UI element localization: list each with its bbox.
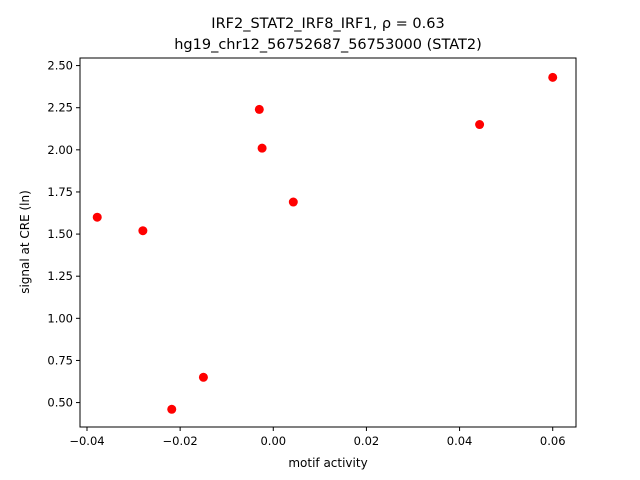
data-point-7 bbox=[288, 197, 298, 207]
y-tick-label: 2.00 bbox=[47, 143, 73, 157]
x-tick-label: 0.00 bbox=[260, 434, 286, 448]
x-tick-label: 0.04 bbox=[447, 434, 473, 448]
plot-frame bbox=[79, 57, 577, 428]
data-points bbox=[92, 72, 558, 414]
data-point-9 bbox=[548, 72, 558, 82]
y-tick-label: 2.50 bbox=[47, 59, 73, 73]
y-tick-label: 1.25 bbox=[47, 269, 73, 283]
y-axis-label: signal at CRE (ln) bbox=[18, 190, 32, 294]
y-tick-label: 0.75 bbox=[47, 353, 73, 367]
x-tick-label: −0.04 bbox=[69, 434, 104, 448]
x-tick-label: 0.02 bbox=[354, 434, 380, 448]
y-tick-label: 1.00 bbox=[47, 311, 73, 325]
y-tick-label: 1.75 bbox=[47, 185, 73, 199]
x-tick-label: −0.02 bbox=[163, 434, 198, 448]
y-tick-label: 2.25 bbox=[47, 101, 73, 115]
x-axis-ticks: −0.04 −0.02 0.00 0.02 0.04 0.06 bbox=[69, 427, 566, 448]
data-point-8 bbox=[475, 120, 485, 130]
data-point-1 bbox=[92, 212, 102, 222]
data-point-4 bbox=[198, 372, 208, 382]
x-axis-label: motif activity bbox=[288, 456, 367, 470]
data-point-5 bbox=[254, 104, 264, 114]
y-axis-ticks: 0.50 0.75 1.00 1.25 1.50 1.75 2.00 2.25 2.50 bbox=[47, 59, 80, 410]
x-tick-label: 0.06 bbox=[540, 434, 566, 448]
y-tick-label: 1.50 bbox=[47, 227, 73, 241]
data-point-3 bbox=[167, 404, 177, 414]
y-tick-label: 0.50 bbox=[47, 396, 73, 410]
data-point-2 bbox=[138, 226, 148, 236]
data-point-6 bbox=[257, 143, 267, 153]
chart-title-line2: hg19_chr12_56752687_56753000 (STAT2) bbox=[174, 37, 482, 53]
chart-title-line1: IRF2_STAT2_IRF8_IRF1, ρ = 0.63 bbox=[211, 16, 444, 32]
